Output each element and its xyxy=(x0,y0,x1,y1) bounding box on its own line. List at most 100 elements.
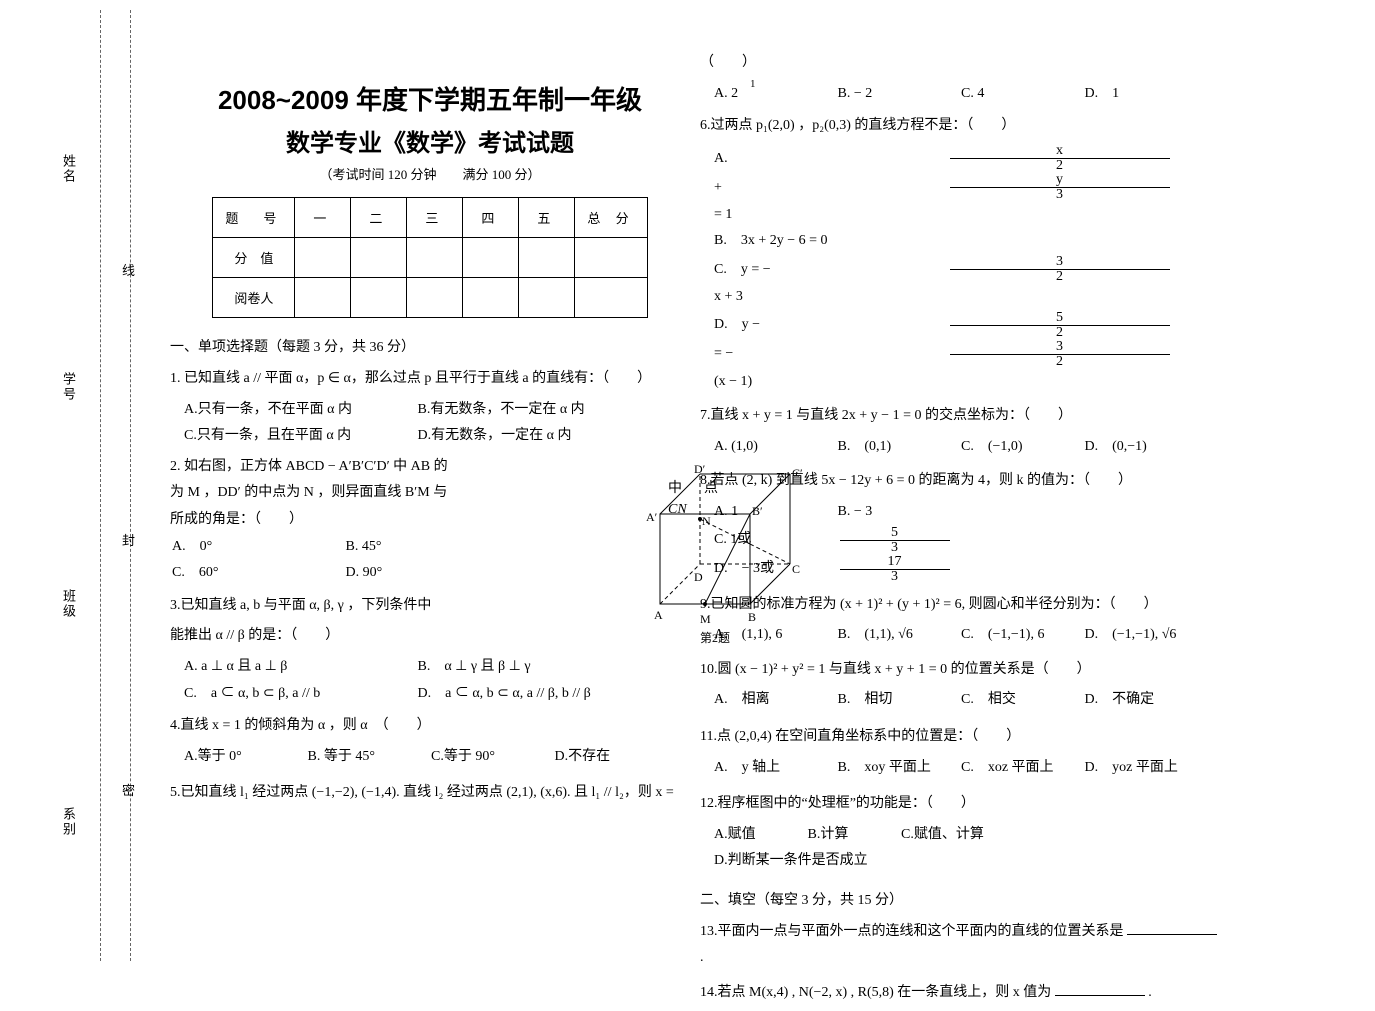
q9-stem: 9.已知圆的标准方程为 (x + 1)² + (y + 1)² = 6, 则圆心… xyxy=(700,592,1220,619)
q6-optC: C. y = − 32 x + 3 xyxy=(714,255,1210,311)
q4-optC: C.等于 90° xyxy=(431,744,541,771)
q2-block: 2. 如右图，正方体 ABCD − A′B′C′D′ 中 AB 的 为 M ，D… xyxy=(170,454,690,587)
q4-optB: B. 等于 45° xyxy=(308,744,418,771)
q6-options: A. x2 + y3 = 1 B. 3x + 2y − 6 = 0 C. y =… xyxy=(700,144,1220,395)
score-points-head: 分 值 xyxy=(213,238,295,278)
score-h4: 四 xyxy=(463,198,519,238)
q12-options: A.赋值 B.计算 C.赋值、计算 D.判断某一条件是否成立 xyxy=(700,822,1220,875)
score-marker-head: 阅卷人 xyxy=(213,278,295,318)
q9-optB: B. (1,1), √6 xyxy=(838,622,948,649)
q9-optA: A. (1,1), 6 xyxy=(714,622,824,649)
lbl-Ap: A′ xyxy=(646,506,657,529)
q11-optD: D. yoz 平面上 xyxy=(1085,755,1195,782)
score-row-marker: 阅卷人 xyxy=(213,278,647,318)
q8-optB: B. − 3 xyxy=(838,499,948,526)
dashed-rule-2 xyxy=(130,10,131,961)
q13-stem: 13.平面内一点与平面外一点的连线和这个平面内的直线的位置关系是 xyxy=(700,924,1124,939)
score-h2: 二 xyxy=(351,198,407,238)
q6-stem: 6.过两点 p₁(2,0) ，p₂(0,3) 的直线方程不是：（ ） xyxy=(700,113,1220,140)
q9-optC: C. (−1,−1), 6 xyxy=(961,622,1071,649)
q4-optD: D.不存在 xyxy=(555,744,665,771)
q2-stem-l3: 所成的角是：（ ） xyxy=(170,507,690,534)
dashed-rule-1 xyxy=(100,10,101,961)
left-column: 2008~2009 年度下学期五年制一年级 数学专业《数学》考试试题 （考试时间… xyxy=(170,50,690,811)
q3-optC: C. a ⊂ α, b ⊂ β, a // b xyxy=(184,681,404,708)
q5b-optC: C. 4 xyxy=(961,81,1071,108)
score-row-points: 分 值 xyxy=(213,238,647,278)
q14-tail: . xyxy=(1148,985,1152,1000)
score-h0: 题 号 xyxy=(213,198,295,238)
q2-optA: A. 0° xyxy=(172,534,332,561)
q5b-optD: D. 1 xyxy=(1085,81,1195,108)
page-title-line1: 2008~2009 年度下学期五年制一年级 xyxy=(170,80,690,117)
q1-options: A.只有一条，不在平面 α 内 B.有无数条，不一定在 α 内 C.只有一条，且… xyxy=(170,397,690,450)
q12-stem: 12.程序框图中的“处理框”的功能是：（ ） xyxy=(700,791,1220,818)
q12-optD: D.判断某一条件是否成立 xyxy=(714,848,894,875)
q2-optB: B. 45° xyxy=(346,534,446,561)
binding-margin: 姓名 学号 班级 系别 密 封 线 xyxy=(0,0,120,971)
q11-stem: 11.点 (2,0,4) 在空间直角坐标系中的位置是：（ ） xyxy=(700,724,1220,751)
exam-subtitle: （考试时间 120 分钟 满分 100 分） xyxy=(170,164,690,183)
seal-char-xian: 线 xyxy=(122,260,135,279)
q5b-optA: A. 2 xyxy=(714,81,824,108)
label-dept: 系别 xyxy=(45,807,75,837)
q8-optC: C. 1或 53 xyxy=(714,526,970,555)
q1-optD: D.有无数条，一定在 α 内 xyxy=(418,423,638,450)
q14: 14.若点 M(x,4) , N(−2, x) , R(5,8) 在一条直线上，… xyxy=(700,980,1220,1007)
label-name: 姓名 xyxy=(45,154,75,184)
q10-optC: C. 相交 xyxy=(961,687,1071,714)
section-mcq-heading: 一、单项选择题（每题 3 分，共 36 分） xyxy=(170,336,690,356)
q6-optB: B. 3x + 2y − 6 = 0 xyxy=(714,228,934,255)
q3-stem2: 能推出 α // β 的是：（ ） xyxy=(170,623,690,650)
q3-optB: B. α ⊥ γ 且 β ⊥ γ xyxy=(418,654,638,681)
q10-optB: B. 相切 xyxy=(838,687,948,714)
q13-tail: . xyxy=(700,950,704,965)
q13-blank xyxy=(1127,921,1217,935)
q7-options: A. (1,0) B. (0,1) C. (−1,0) D. (0,−1) xyxy=(700,434,1220,461)
seal-char-mi: 密 xyxy=(122,780,135,799)
q14-stem: 14.若点 M(x,4) , N(−2, x) , R(5,8) 在一条直线上，… xyxy=(700,985,1051,1000)
q6-optD: D. y − 52 = − 32 (x − 1) xyxy=(714,311,1210,396)
q5-stem: 5.已知直线 l₁ 经过两点 (−1,−2), (−1,4). 直线 l₂ 经过… xyxy=(170,780,690,807)
q2-stem-l1: 2. 如右图，正方体 ABCD − A′B′C′D′ 中 AB 的 xyxy=(170,454,690,481)
q8-options: A. 1 B. − 3 C. 1或 53 D. − 3或 173 xyxy=(700,499,1220,584)
q5b-options: A. 2 B. − 2 C. 4 D. 1 xyxy=(700,81,1220,108)
q11-optC: C. xoz 平面上 xyxy=(961,755,1071,782)
q12-optC: C.赋值、计算 xyxy=(901,822,1021,849)
q4-stem: 4.直线 x = 1 的倾斜角为 α ，则 α （ ） xyxy=(170,713,690,740)
q3-stem1: 3.已知直线 a, b 与平面 α, β, γ ，下列条件中 xyxy=(170,593,690,620)
q5b-optB: B. − 2 xyxy=(838,81,948,108)
q10-optD: D. 不确定 xyxy=(1085,687,1195,714)
q7-optB: B. (0,1) xyxy=(838,434,948,461)
q11-options: A. y 轴上 B. xoy 平面上 C. xoz 平面上 D. yoz 平面上 xyxy=(700,755,1220,782)
q3-optD: D. a ⊂ α, b ⊂ α, a // β, b // β xyxy=(418,681,638,708)
q12-optB: B.计算 xyxy=(808,822,888,849)
right-column: （ ） A. 2 B. − 2 C. 4 D. 1 6.过两点 p₁(2,0) … xyxy=(700,50,1220,1011)
q3-optA: A. a ⊥ α 且 a ⊥ β xyxy=(184,654,404,681)
q3-options: A. a ⊥ α 且 a ⊥ β B. α ⊥ γ 且 β ⊥ γ C. a ⊂… xyxy=(170,654,690,707)
q10-options: A. 相离 B. 相切 C. 相交 D. 不确定 xyxy=(700,687,1220,714)
section-fill-heading: 二、填空（每空 3 分，共 15 分） xyxy=(700,889,1220,909)
seal-char-feng: 封 xyxy=(122,530,135,549)
label-class: 班级 xyxy=(45,589,75,619)
q11-optA: A. y 轴上 xyxy=(714,755,824,782)
label-id: 学号 xyxy=(45,372,75,402)
q2-optC: C. 60° xyxy=(172,560,332,587)
q5b-bracket: （ ） xyxy=(700,50,1220,77)
q7-stem: 7.直线 x + y = 1 与直线 2x + y − 1 = 0 的交点坐标为… xyxy=(700,403,1220,430)
q14-blank xyxy=(1055,982,1145,996)
q8-optA: A. 1 xyxy=(714,499,824,526)
q8-optD: D. − 3或 173 xyxy=(714,555,970,584)
q2-options: A. 0° B. 45° C. 60° D. 90° xyxy=(170,534,690,587)
q1-stem: 1. 已知直线 a // 平面 α，p ∈ α，那么过点 p 且平行于直线 a … xyxy=(170,366,690,393)
q4-optA: A.等于 0° xyxy=(184,744,294,771)
q2-optD: D. 90° xyxy=(346,560,446,587)
q13: 13.平面内一点与平面外一点的连线和这个平面内的直线的位置关系是 . xyxy=(700,919,1220,972)
page-title-line2: 数学专业《数学》考试试题 xyxy=(170,123,690,158)
score-h1: 一 xyxy=(295,198,351,238)
q2-stem-l2: 为 M ，DD′ 的中点为 N ，则异面直线 B′M 与 xyxy=(170,480,690,507)
score-table: 题 号 一 二 三 四 五 总 分 分 值 阅卷人 xyxy=(212,197,647,318)
q4-options: A.等于 0° B. 等于 45° C.等于 90° D.不存在 xyxy=(170,744,690,771)
q7-optA: A. (1,0) xyxy=(714,434,824,461)
score-h3: 三 xyxy=(407,198,463,238)
